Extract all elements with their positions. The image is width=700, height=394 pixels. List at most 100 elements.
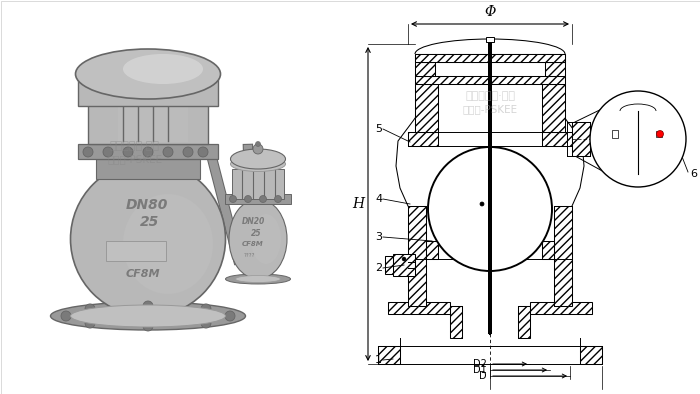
Text: D1: D1 xyxy=(473,365,487,375)
Bar xyxy=(415,54,565,62)
Circle shape xyxy=(83,147,93,157)
Circle shape xyxy=(244,195,251,203)
Bar xyxy=(0,0,348,394)
Circle shape xyxy=(428,147,552,271)
Bar xyxy=(88,104,208,144)
Ellipse shape xyxy=(251,214,281,264)
Text: 4: 4 xyxy=(375,194,382,204)
Circle shape xyxy=(143,301,153,311)
Circle shape xyxy=(103,147,113,157)
Bar xyxy=(542,84,565,132)
Bar xyxy=(618,111,658,119)
Bar xyxy=(488,39,492,334)
Ellipse shape xyxy=(123,54,203,84)
Text: 25: 25 xyxy=(251,229,262,238)
Bar xyxy=(450,306,462,338)
Circle shape xyxy=(225,311,235,321)
Bar xyxy=(78,144,218,159)
Circle shape xyxy=(253,144,263,154)
Bar xyxy=(415,62,435,76)
Bar xyxy=(486,37,494,42)
Bar xyxy=(118,106,188,142)
Bar xyxy=(378,346,400,364)
Circle shape xyxy=(657,130,664,138)
Circle shape xyxy=(85,304,95,314)
Text: 5: 5 xyxy=(375,124,382,134)
Ellipse shape xyxy=(78,64,218,94)
Bar xyxy=(542,241,554,259)
Text: DN20: DN20 xyxy=(242,217,265,226)
Ellipse shape xyxy=(71,305,225,327)
Text: D2: D2 xyxy=(473,359,487,369)
Circle shape xyxy=(480,202,484,206)
Circle shape xyxy=(143,321,153,331)
Text: 派司克阀业·上海: 派司克阀业·上海 xyxy=(110,141,160,151)
Text: 1: 1 xyxy=(375,355,382,365)
Circle shape xyxy=(123,147,133,157)
Bar xyxy=(385,256,393,274)
Ellipse shape xyxy=(50,302,246,330)
Circle shape xyxy=(61,311,71,321)
Bar xyxy=(225,194,291,204)
Bar xyxy=(612,130,618,138)
Text: 派司克-PSKEE: 派司克-PSKEE xyxy=(463,104,517,114)
Bar xyxy=(415,54,565,62)
Bar xyxy=(618,174,658,182)
Circle shape xyxy=(201,304,211,314)
Bar xyxy=(232,169,284,199)
Ellipse shape xyxy=(229,199,287,279)
Text: 2: 2 xyxy=(375,263,382,273)
Circle shape xyxy=(183,147,193,157)
Bar xyxy=(415,84,438,132)
Bar xyxy=(393,254,415,276)
Circle shape xyxy=(143,147,153,157)
Text: Φ: Φ xyxy=(484,5,496,19)
Bar xyxy=(620,119,628,174)
Text: DN80: DN80 xyxy=(126,198,169,212)
Circle shape xyxy=(163,147,173,157)
Circle shape xyxy=(260,195,267,203)
Bar xyxy=(656,131,662,137)
Text: CF8M: CF8M xyxy=(126,269,160,279)
Text: H: H xyxy=(352,197,364,211)
Bar xyxy=(78,76,218,106)
Circle shape xyxy=(201,318,211,328)
Bar xyxy=(530,302,592,314)
Text: CF8M: CF8M xyxy=(242,241,264,247)
Circle shape xyxy=(402,257,406,261)
Ellipse shape xyxy=(123,194,213,294)
Bar xyxy=(350,0,700,394)
Ellipse shape xyxy=(71,162,225,316)
Circle shape xyxy=(85,318,95,328)
Circle shape xyxy=(590,91,686,187)
Ellipse shape xyxy=(230,156,286,171)
Ellipse shape xyxy=(230,149,286,169)
Bar xyxy=(554,206,572,306)
Circle shape xyxy=(230,195,237,203)
Bar xyxy=(415,76,565,84)
Text: 6: 6 xyxy=(690,169,697,179)
Bar xyxy=(542,132,572,146)
Text: 25: 25 xyxy=(140,215,160,229)
Ellipse shape xyxy=(76,49,220,99)
Text: 派司克阀业·上海: 派司克阀业·上海 xyxy=(465,91,515,101)
Text: 派司克-PSKEE: 派司克-PSKEE xyxy=(107,154,162,164)
Bar xyxy=(106,241,166,261)
Circle shape xyxy=(274,195,281,203)
Bar xyxy=(580,346,602,364)
Bar xyxy=(408,206,426,306)
Text: D: D xyxy=(480,371,487,381)
Bar xyxy=(426,241,438,259)
Bar xyxy=(518,306,530,338)
Ellipse shape xyxy=(235,275,281,282)
Bar xyxy=(408,132,438,146)
Bar xyxy=(545,62,565,76)
Circle shape xyxy=(256,141,260,147)
Circle shape xyxy=(198,147,208,157)
Bar xyxy=(388,302,450,314)
Ellipse shape xyxy=(225,274,290,284)
Bar xyxy=(96,159,200,179)
Text: 3: 3 xyxy=(375,232,382,242)
Bar xyxy=(648,119,656,174)
Bar xyxy=(572,122,590,156)
